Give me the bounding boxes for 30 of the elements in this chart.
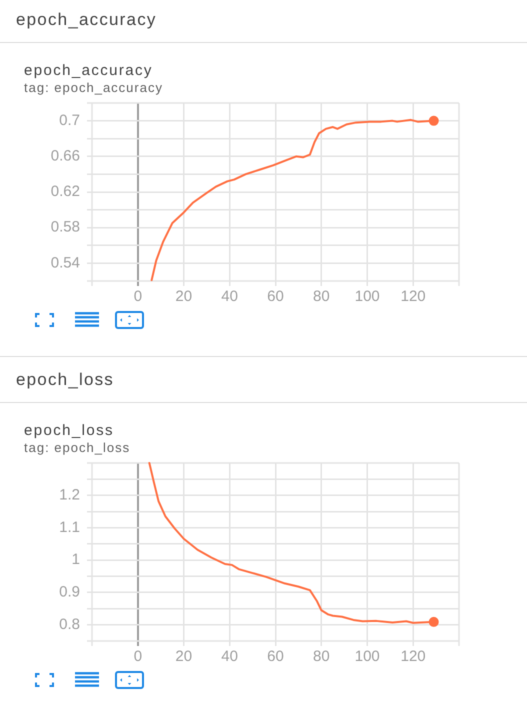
text: epoch_accuracy xyxy=(16,10,157,30)
y-tick-label: 0.8 xyxy=(59,616,80,633)
y-tick-label: 1.2 xyxy=(59,486,80,504)
x-tick-label: 0 xyxy=(134,648,142,666)
chart-subtitle: tag: epoch_loss xyxy=(24,440,130,455)
text: epoch_loss xyxy=(16,370,114,390)
x-tick-label: 100 xyxy=(354,288,380,306)
y-tick-label: 0.9 xyxy=(59,584,80,601)
y-tick-label: 0.54 xyxy=(50,254,80,272)
chart-title: epoch_accuracy xyxy=(24,62,153,79)
x-tick-label: 120 xyxy=(400,288,426,306)
x-tick-label: 20 xyxy=(175,648,192,666)
y-tick-label: 0.66 xyxy=(50,148,80,165)
y-tick-label: 0.62 xyxy=(50,183,80,200)
x-tick-label: 120 xyxy=(400,648,426,666)
x-tick-label: 0 xyxy=(134,288,142,306)
x-tick-label: 60 xyxy=(267,288,284,306)
y-tick-label: 1.1 xyxy=(59,518,80,536)
x-tick-label: 60 xyxy=(267,648,284,666)
chart-subtitle: tag: epoch_accuracy xyxy=(24,80,163,95)
x-tick-label: 40 xyxy=(221,288,238,306)
y-tick-label: 0.7 xyxy=(59,112,80,129)
x-tick-label: 100 xyxy=(354,648,380,666)
x-tick-label: 20 xyxy=(175,288,192,306)
y-tick-label: 0.58 xyxy=(50,218,80,236)
chart-title: epoch_loss xyxy=(24,422,114,439)
x-tick-label: 80 xyxy=(313,288,330,306)
x-tick-label: 40 xyxy=(221,648,238,666)
x-tick-label: 80 xyxy=(313,648,330,666)
y-tick-label: 1 xyxy=(72,551,80,568)
